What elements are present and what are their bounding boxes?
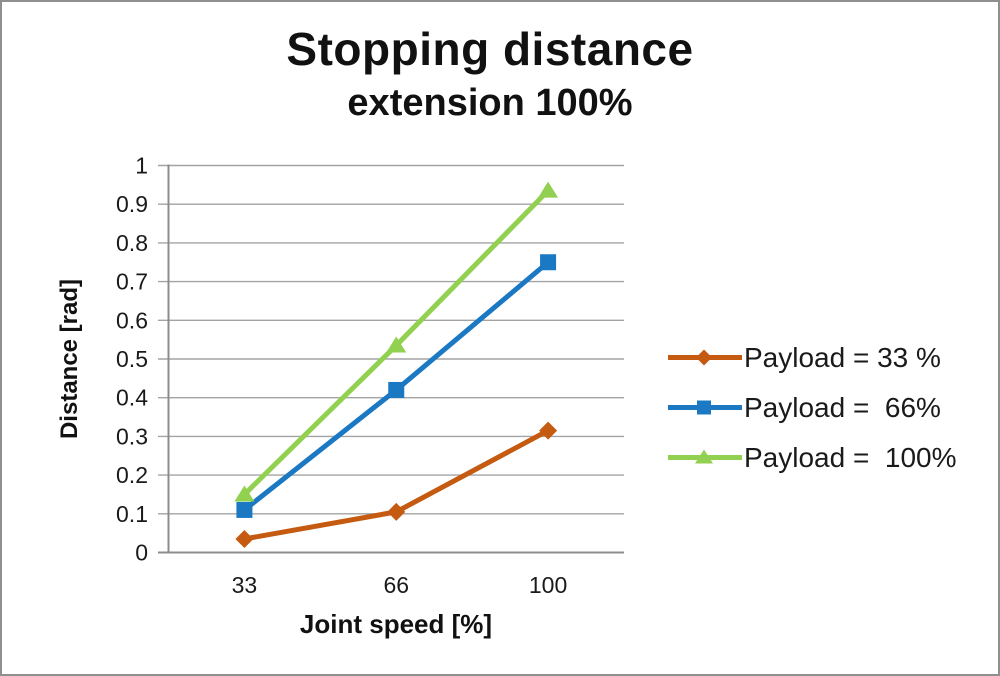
square-marker-icon xyxy=(697,400,711,415)
diamond-marker-icon xyxy=(696,349,712,366)
chart-subtitle: extension 100% xyxy=(347,82,633,124)
y-tick-label: 0 xyxy=(135,540,148,566)
diamond-marker-icon xyxy=(539,421,558,440)
gridlines xyxy=(158,164,624,554)
legend-swatch xyxy=(668,449,742,464)
x-tick-label: 33 xyxy=(232,572,258,598)
diamond-marker-icon xyxy=(235,529,254,548)
legend-item: Payload = 100% xyxy=(668,442,957,473)
y-tick-label: 0.3 xyxy=(116,423,148,449)
legend-item: Payload = 66% xyxy=(668,392,957,423)
square-marker-icon xyxy=(540,254,557,271)
y-tick-label: 0.6 xyxy=(116,307,148,333)
y-tick-label: 0.5 xyxy=(116,346,148,372)
chart-title: Stopping distance xyxy=(286,23,694,75)
y-tick-label: 0.1 xyxy=(116,501,148,527)
legend: Payload = 33 % Payload = 66% Payload = 100… xyxy=(668,342,957,473)
x-tick-label: 100 xyxy=(529,572,567,598)
series-2 xyxy=(236,254,557,518)
y-tick-label: 1 xyxy=(135,153,148,179)
y-tick-labels: 0 0.1 0.2 0.3 0.4 0.5 0.6 0.7 0.8 0.9 1 xyxy=(116,153,148,566)
series-3 xyxy=(234,181,559,502)
triangle-marker-icon xyxy=(386,336,407,353)
series-1 xyxy=(235,421,558,548)
x-tick-labels: 33 66 100 xyxy=(232,572,568,598)
y-tick-label: 0.4 xyxy=(116,385,148,411)
y-tick-label: 0.7 xyxy=(116,269,148,295)
x-axis-title: Joint speed [%] xyxy=(299,609,493,639)
triangle-marker-icon xyxy=(234,485,255,502)
y-tick-label: 0.9 xyxy=(116,191,148,217)
legend-label: Payload = 33 % xyxy=(744,341,941,373)
triangle-marker-icon xyxy=(695,449,713,464)
y-tick-label: 0.2 xyxy=(116,462,148,488)
square-marker-icon xyxy=(236,501,253,518)
y-tick-label: 0.8 xyxy=(116,230,148,256)
legend-swatch xyxy=(668,400,742,415)
legend-swatch xyxy=(668,349,742,366)
triangle-marker-icon xyxy=(538,181,559,198)
diamond-marker-icon xyxy=(387,502,406,521)
legend-item: Payload = 33 % xyxy=(668,342,957,373)
legend-label: Payload = 100% xyxy=(744,441,957,473)
legend-label: Payload = 66% xyxy=(744,391,941,423)
square-marker-icon xyxy=(388,381,405,398)
x-tick-label: 66 xyxy=(383,572,409,598)
